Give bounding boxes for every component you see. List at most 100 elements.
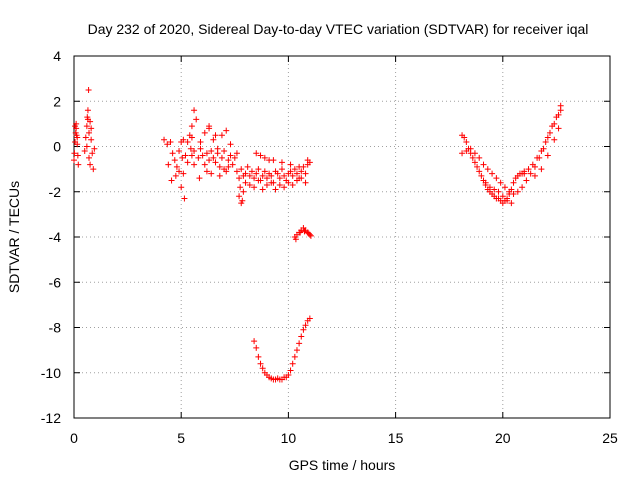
data-point: [191, 148, 198, 155]
data-point: [551, 136, 558, 143]
data-point: [525, 166, 532, 173]
data-point: [244, 163, 251, 170]
data-point: [302, 322, 309, 329]
data-point: [551, 120, 558, 127]
data-point: [173, 163, 180, 170]
data-point: [86, 129, 93, 136]
data-point: [482, 179, 489, 186]
data-point: [240, 188, 247, 195]
data-point: [289, 181, 296, 188]
data-point: [191, 161, 198, 168]
data-point: [208, 148, 215, 155]
data-point: [90, 166, 97, 173]
data-point: [214, 145, 221, 152]
data-point: [161, 136, 168, 143]
y-tick-label: -4: [49, 229, 62, 245]
data-point: [463, 148, 470, 155]
data-point: [278, 166, 285, 173]
data-point: [253, 150, 260, 157]
data-point: [263, 175, 270, 182]
data-point: [221, 148, 228, 155]
data-point: [510, 191, 517, 198]
data-point: [74, 141, 81, 148]
data-point: [259, 186, 266, 193]
data-point: [274, 170, 281, 177]
data-point: [486, 184, 493, 191]
data-point: [171, 157, 178, 164]
data-point: [216, 172, 223, 179]
data-point: [91, 145, 98, 152]
data-point: [514, 188, 521, 195]
data-point: [180, 170, 187, 177]
data-point: [555, 111, 562, 118]
data-point: [291, 166, 298, 173]
data-point: [306, 231, 313, 238]
series-deep-arc: [251, 315, 313, 383]
data-point: [474, 163, 481, 170]
data-point: [74, 152, 81, 159]
data-point: [301, 228, 308, 235]
data-point: [300, 326, 307, 333]
data-point: [246, 172, 253, 179]
data-point: [298, 168, 305, 175]
y-tick-label: 4: [53, 48, 61, 64]
data-point: [242, 179, 249, 186]
data-point: [239, 197, 246, 204]
data-point: [484, 166, 491, 173]
data-point: [268, 172, 275, 179]
data-point: [236, 193, 243, 200]
data-point: [493, 175, 500, 182]
data-point: [261, 154, 268, 161]
data-point: [276, 181, 283, 188]
data-point: [197, 138, 204, 145]
grid: [74, 56, 610, 418]
data-point: [208, 170, 215, 177]
data-point: [255, 353, 262, 360]
x-tick-label: 25: [602, 430, 618, 446]
data-point: [164, 141, 171, 148]
y-tick-label: -6: [49, 274, 62, 290]
data-point: [251, 175, 258, 182]
data-point: [218, 132, 225, 139]
data-point: [73, 120, 80, 127]
data-point: [476, 168, 483, 175]
data-point: [176, 168, 183, 175]
data-point: [197, 145, 204, 152]
data-point: [257, 152, 264, 159]
x-axis-label: GPS time / hours: [289, 457, 396, 473]
data-point: [83, 143, 90, 150]
data-point: [227, 141, 234, 148]
data-point: [480, 161, 487, 168]
series-morning-cluster: [161, 107, 240, 202]
chart-title: Day 232 of 2020, Sidereal Day-to-day VTE…: [88, 21, 589, 37]
data-point: [304, 157, 311, 164]
data-point: [292, 236, 299, 243]
data-point: [201, 161, 208, 168]
data-point: [178, 184, 185, 191]
data-point: [237, 184, 244, 191]
data-point: [281, 172, 288, 179]
data-point: [504, 197, 511, 204]
x-tick-label: 0: [70, 430, 78, 446]
data-point: [184, 159, 191, 166]
data-point: [188, 152, 195, 159]
data-point: [84, 107, 91, 114]
data-point: [218, 154, 225, 161]
data-point: [179, 154, 186, 161]
data-point: [206, 123, 213, 130]
data-point: [291, 353, 298, 360]
data-point: [86, 154, 93, 161]
series-evening-arcs: [459, 102, 564, 207]
data-point: [289, 172, 296, 179]
series-early-arcs: [71, 86, 98, 173]
y-tick-label: 2: [53, 93, 61, 109]
x-tick-label: 5: [177, 430, 185, 446]
data-point: [521, 170, 528, 177]
data-point: [196, 175, 203, 182]
data-point: [302, 179, 309, 186]
data-point: [297, 229, 304, 236]
data-points: [71, 86, 564, 383]
data-point: [296, 163, 303, 170]
data-point: [203, 150, 210, 157]
data-point: [87, 161, 94, 168]
